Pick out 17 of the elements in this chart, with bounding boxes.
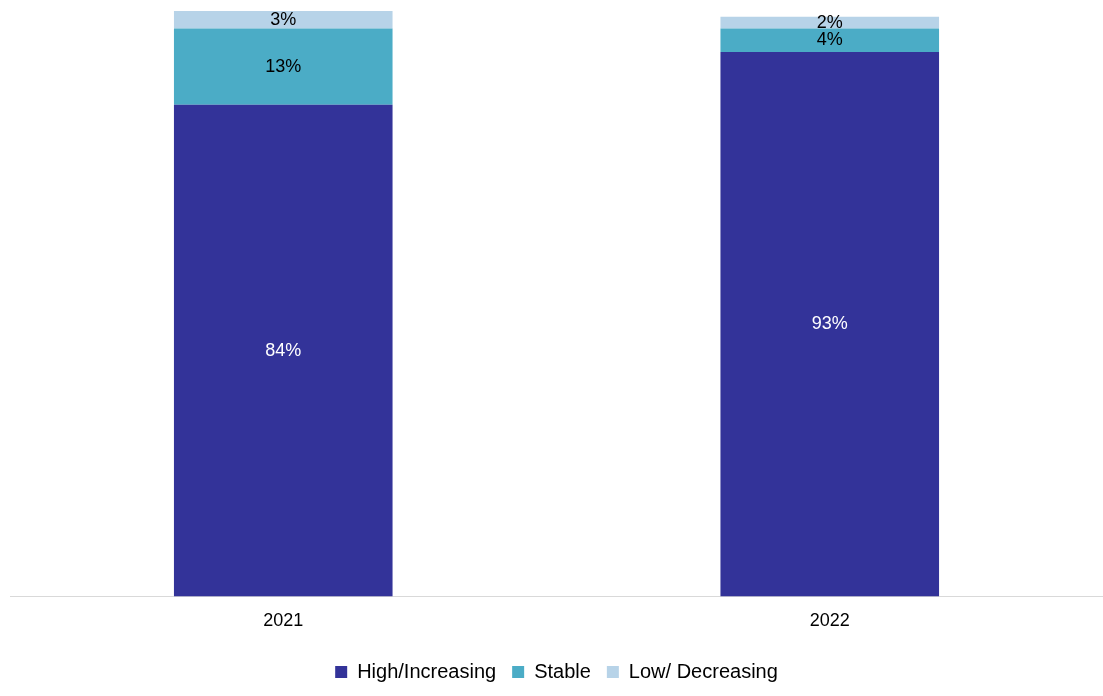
bar <box>173 28 393 105</box>
data-label: 13% <box>265 55 302 76</box>
bar <box>720 51 940 597</box>
x-tick-label: 2021 <box>263 610 304 631</box>
x-tick-label: 2022 <box>809 610 850 631</box>
legend-label: Low/ Decreasing <box>628 659 778 682</box>
bar <box>720 28 940 52</box>
data-label: 2% <box>816 11 843 32</box>
bar <box>173 104 393 597</box>
data-label: 93% <box>811 313 848 334</box>
data-label: 3% <box>270 8 297 29</box>
legend-label: Stable <box>534 659 591 682</box>
legend-label: High/Increasing <box>357 659 497 682</box>
bar <box>173 11 393 29</box>
bar <box>720 16 940 29</box>
data-label: 84% <box>265 339 302 360</box>
data-label: 4% <box>816 29 843 50</box>
